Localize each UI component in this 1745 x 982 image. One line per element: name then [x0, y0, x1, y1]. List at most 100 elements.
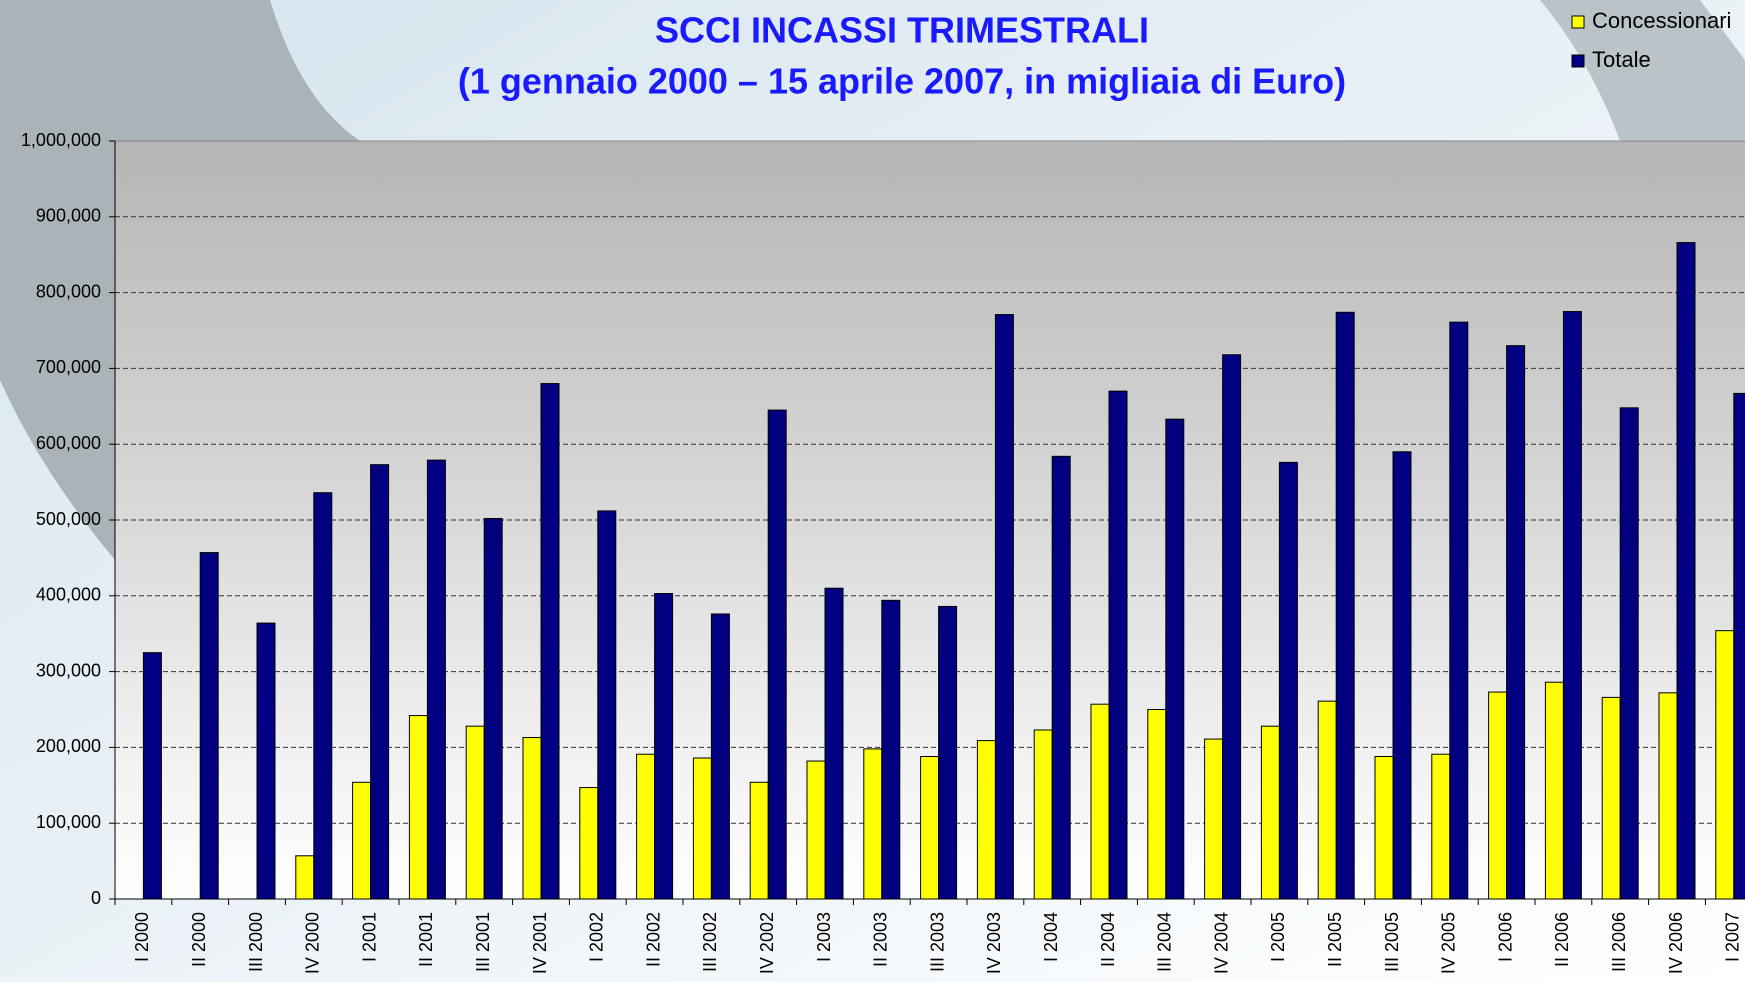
bar — [1545, 682, 1563, 899]
bar — [257, 623, 275, 899]
bar — [371, 465, 389, 899]
y-tick-label: 900,000 — [36, 206, 101, 226]
bar — [693, 758, 711, 899]
legend-label: Concessionari — [1592, 8, 1731, 33]
bar — [637, 754, 655, 899]
y-tick-label: 400,000 — [36, 585, 101, 605]
x-tick-label: III 2005 — [1382, 912, 1402, 972]
bar — [1336, 312, 1354, 899]
y-tick-label: 500,000 — [36, 509, 101, 529]
bar — [598, 511, 616, 899]
bar — [1318, 701, 1336, 899]
x-tick-label: III 2004 — [1155, 912, 1175, 972]
bar — [523, 738, 541, 899]
bar — [484, 518, 502, 899]
x-tick-label: I 2002 — [587, 912, 607, 962]
bar — [466, 726, 484, 899]
y-tick-label: 800,000 — [36, 281, 101, 301]
bar — [296, 856, 314, 899]
bar — [1034, 730, 1052, 899]
bar — [939, 606, 957, 899]
bar — [143, 653, 161, 899]
bar — [1166, 419, 1184, 899]
chart-subtitle: (1 gennaio 2000 – 15 aprile 2007, in mig… — [458, 61, 1346, 102]
x-tick-label: III 2001 — [473, 912, 493, 972]
bar — [1716, 631, 1734, 899]
bar — [200, 553, 218, 899]
x-tick-label: IV 2004 — [1211, 912, 1231, 974]
x-tick-label: I 2003 — [814, 912, 834, 962]
bar — [1659, 693, 1677, 899]
y-tick-label: 1,000,000 — [21, 130, 101, 150]
x-tick-label: IV 2002 — [757, 912, 777, 974]
bar — [1432, 754, 1450, 899]
bar — [1375, 756, 1393, 899]
y-tick-label: 600,000 — [36, 433, 101, 453]
bar — [977, 741, 995, 899]
bar — [1677, 243, 1695, 899]
bar — [541, 384, 559, 899]
bar — [314, 493, 332, 899]
x-tick-label: IV 2001 — [530, 912, 550, 974]
bar — [655, 594, 673, 899]
bar — [353, 782, 371, 899]
x-tick-label: II 2000 — [189, 912, 209, 967]
bar — [825, 588, 843, 899]
x-tick-label: III 2000 — [246, 912, 266, 972]
bar — [1261, 726, 1279, 899]
bar — [711, 614, 729, 899]
bar — [1148, 710, 1166, 900]
bar — [807, 761, 825, 899]
bar — [921, 756, 939, 899]
x-tick-label: IV 2003 — [984, 912, 1004, 974]
x-tick-label: I 2004 — [1041, 912, 1061, 962]
legend-swatch — [1572, 55, 1584, 67]
bar — [1279, 462, 1297, 899]
x-tick-label: IV 2006 — [1666, 912, 1686, 974]
bar — [1507, 346, 1525, 899]
bar — [427, 460, 445, 899]
x-tick-label: I 2007 — [1723, 912, 1743, 962]
x-tick-label: I 2006 — [1495, 912, 1515, 962]
bar — [1620, 408, 1638, 899]
bar — [1489, 692, 1507, 899]
x-tick-label: II 2004 — [1098, 912, 1118, 967]
y-tick-label: 300,000 — [36, 660, 101, 680]
x-tick-label: III 2006 — [1609, 912, 1629, 972]
bar — [1602, 697, 1620, 899]
x-tick-label: IV 2005 — [1439, 912, 1459, 974]
x-tick-label: IV 2000 — [303, 912, 323, 974]
bar — [1109, 391, 1127, 899]
x-tick-label: II 2002 — [643, 912, 663, 967]
bar — [409, 716, 427, 899]
x-tick-label: II 2001 — [416, 912, 436, 967]
bar — [768, 410, 786, 899]
x-tick-label: I 2005 — [1268, 912, 1288, 962]
x-tick-label: III 2003 — [927, 912, 947, 972]
legend-label: Totale — [1592, 47, 1651, 72]
bar — [864, 749, 882, 899]
x-tick-label: II 2006 — [1552, 912, 1572, 967]
x-tick-label: II 2005 — [1325, 912, 1345, 967]
y-tick-label: 700,000 — [36, 357, 101, 377]
x-tick-label: III 2002 — [700, 912, 720, 972]
bar — [882, 600, 900, 899]
x-tick-label: II 2003 — [871, 912, 891, 967]
bar — [750, 782, 768, 899]
bar — [1393, 452, 1411, 899]
y-tick-label: 200,000 — [36, 736, 101, 756]
bar — [580, 788, 598, 899]
bar — [1734, 393, 1745, 899]
bar — [995, 315, 1013, 899]
bar — [1223, 355, 1241, 899]
y-tick-label: 0 — [91, 888, 101, 908]
x-tick-label: I 2001 — [359, 912, 379, 962]
bar — [1205, 739, 1223, 899]
chart-title: SCCI INCASSI TRIMESTRALI — [655, 10, 1149, 51]
x-tick-label: I 2000 — [132, 912, 152, 962]
legend-swatch — [1572, 16, 1584, 28]
bar — [1450, 322, 1468, 899]
bar — [1563, 312, 1581, 899]
chart: SCCI INCASSI TRIMESTRALI (1 gennaio 2000… — [0, 0, 1745, 982]
y-tick-label: 100,000 — [36, 812, 101, 832]
